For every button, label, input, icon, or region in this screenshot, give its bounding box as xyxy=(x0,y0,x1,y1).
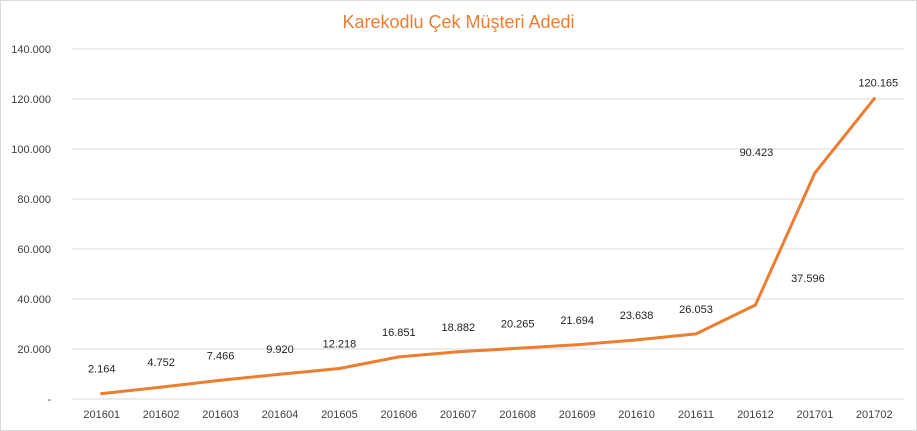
data-label: 12.218 xyxy=(323,338,357,350)
y-tick-label: 140.000 xyxy=(11,44,51,56)
data-point xyxy=(219,378,223,382)
data-point xyxy=(278,372,282,376)
data-label: 21.694 xyxy=(560,315,594,327)
x-tick-label: 201607 xyxy=(440,409,477,421)
data-point xyxy=(337,366,341,370)
data-label: 16.851 xyxy=(382,327,416,339)
data-point xyxy=(575,343,579,347)
x-tick-label: 201608 xyxy=(499,409,536,421)
y-tick-label: 100.000 xyxy=(11,144,51,156)
y-tick-label: - xyxy=(47,394,51,406)
data-point xyxy=(635,338,639,342)
y-tick-label: 20.000 xyxy=(17,344,51,356)
data-point xyxy=(159,385,163,389)
data-point xyxy=(753,303,757,307)
x-tick-label: 201611 xyxy=(678,409,714,421)
data-label: 4.752 xyxy=(147,357,175,369)
data-label: 9.920 xyxy=(266,344,294,356)
x-tick-label: 201606 xyxy=(380,409,417,421)
data-point xyxy=(456,350,460,354)
series-line xyxy=(100,97,876,396)
y-tick-label: 60.000 xyxy=(17,244,51,256)
data-point xyxy=(813,171,817,175)
y-tick-label: 80.000 xyxy=(17,194,51,206)
y-tick-label: 40.000 xyxy=(17,294,51,306)
data-point xyxy=(516,346,520,350)
y-tick-label: 120.000 xyxy=(11,94,51,106)
data-label: 90.423 xyxy=(740,147,774,159)
x-tick-label: 201609 xyxy=(559,409,596,421)
x-tick-label: 201603 xyxy=(202,409,239,421)
data-label: 18.882 xyxy=(441,322,475,334)
x-tick-label: 201701 xyxy=(796,409,833,421)
data-point xyxy=(100,392,104,396)
data-point xyxy=(694,332,698,336)
data-point xyxy=(397,355,401,359)
x-tick-label: 201602 xyxy=(143,409,180,421)
data-label: 7.466 xyxy=(207,350,235,362)
data-label: 26.053 xyxy=(679,304,713,316)
data-label: 20.265 xyxy=(501,318,535,330)
x-tick-label: 201610 xyxy=(618,409,655,421)
data-label: 23.638 xyxy=(620,310,654,322)
data-label: 37.596 xyxy=(791,273,825,285)
chart-title: Karekodlu Çek Müşteri Adedi xyxy=(342,12,575,32)
x-tick-label: 201605 xyxy=(321,409,358,421)
data-label: 2.164 xyxy=(88,364,116,376)
x-tick-label: 201612 xyxy=(737,409,774,421)
data-label: 120.165 xyxy=(858,78,898,90)
x-tick-label: 201601 xyxy=(83,409,120,421)
x-tick-label: 201702 xyxy=(856,409,893,421)
data-point xyxy=(872,97,876,101)
x-tick-label: 201604 xyxy=(262,409,299,421)
